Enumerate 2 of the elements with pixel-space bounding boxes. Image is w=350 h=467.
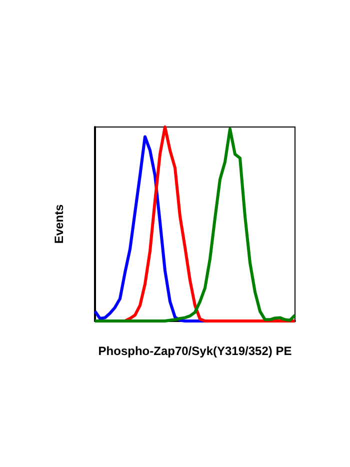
- x-axis-title: Phospho-Zap70/Syk(Y319/352) PE: [98, 344, 292, 358]
- y-axis-title: Events: [52, 204, 66, 244]
